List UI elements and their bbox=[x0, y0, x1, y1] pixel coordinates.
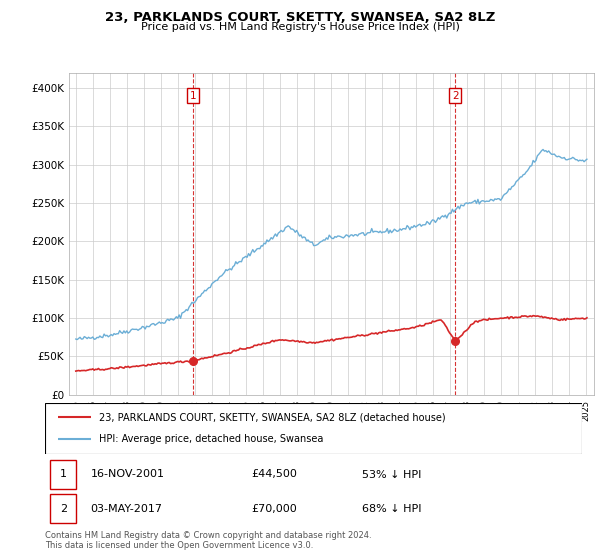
Text: 03-MAY-2017: 03-MAY-2017 bbox=[91, 503, 163, 514]
Text: 1: 1 bbox=[190, 91, 196, 101]
Text: £70,000: £70,000 bbox=[252, 503, 298, 514]
Text: 2: 2 bbox=[59, 503, 67, 514]
Text: 68% ↓ HPI: 68% ↓ HPI bbox=[362, 503, 421, 514]
Text: 23, PARKLANDS COURT, SKETTY, SWANSEA, SA2 8LZ: 23, PARKLANDS COURT, SKETTY, SWANSEA, SA… bbox=[105, 11, 495, 24]
Text: HPI: Average price, detached house, Swansea: HPI: Average price, detached house, Swan… bbox=[98, 435, 323, 445]
Text: 23, PARKLANDS COURT, SKETTY, SWANSEA, SA2 8LZ (detached house): 23, PARKLANDS COURT, SKETTY, SWANSEA, SA… bbox=[98, 412, 445, 422]
Text: 1: 1 bbox=[60, 469, 67, 479]
Text: 16-NOV-2001: 16-NOV-2001 bbox=[91, 469, 164, 479]
Text: £44,500: £44,500 bbox=[252, 469, 298, 479]
FancyBboxPatch shape bbox=[45, 403, 582, 454]
FancyBboxPatch shape bbox=[50, 494, 76, 523]
Text: 2: 2 bbox=[452, 91, 458, 101]
Text: 53% ↓ HPI: 53% ↓ HPI bbox=[362, 469, 421, 479]
Text: Price paid vs. HM Land Registry's House Price Index (HPI): Price paid vs. HM Land Registry's House … bbox=[140, 22, 460, 32]
FancyBboxPatch shape bbox=[50, 460, 76, 489]
Text: Contains HM Land Registry data © Crown copyright and database right 2024.
This d: Contains HM Land Registry data © Crown c… bbox=[45, 531, 371, 550]
